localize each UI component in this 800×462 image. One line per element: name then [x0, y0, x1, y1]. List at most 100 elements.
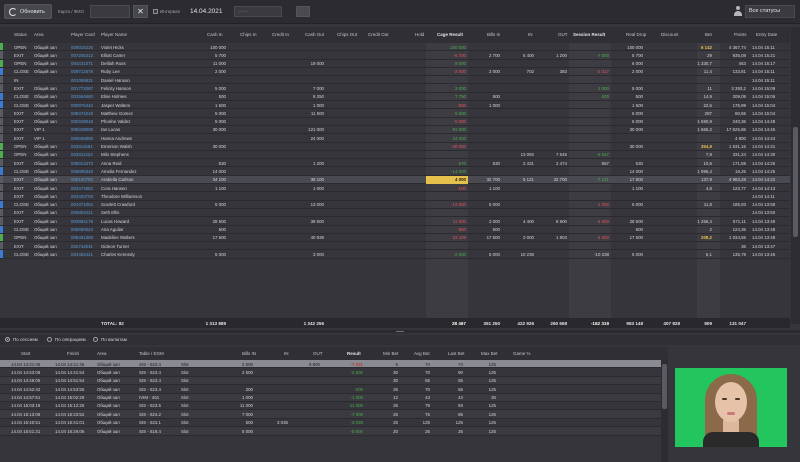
- table-row[interactable]: CLOSE Общий зал 005600524 Aria Aguilar 500 -5…: [0, 225, 790, 234]
- col-chips-out[interactable]: Chips Out: [337, 32, 358, 37]
- session-row[interactable]: 14.04 15:03:19 14.04 15:12:25 Общий зал SIS…: [0, 402, 668, 411]
- scol-min-bet[interactable]: Min Bet: [383, 351, 399, 356]
- scol-avg-bet[interactable]: Avg Bet: [414, 351, 430, 356]
- table-row[interactable]: CLOSE Общий зал 009805348 Amelia Fernandez 1…: [0, 167, 790, 176]
- table-row[interactable]: EXIT Общий зал 003403793 Theodore Williamso…: [0, 192, 790, 201]
- table-row[interactable]: CLOSE Общий зал 001564660 Elise Holmes 500 8 …: [0, 92, 790, 102]
- cell-player-card[interactable]: 009313473: [71, 160, 93, 166]
- cell-player-card[interactable]: 006349008: [71, 127, 93, 133]
- cell-player-card[interactable]: 000016225: [71, 44, 93, 50]
- cell-player-card[interactable]: 001564660: [71, 94, 93, 100]
- table-row[interactable]: OPEN Общий зал 004431071 Delilah Russ 11 000…: [0, 59, 790, 68]
- col-session-result[interactable]: Session Result: [573, 32, 606, 37]
- cell-player-card[interactable]: 001006831: [71, 77, 93, 83]
- table-row[interactable]: EXIT Общий зал 003894179 Lucas Howard 28 500…: [0, 217, 790, 226]
- col-chips-in[interactable]: Chips In: [240, 32, 257, 37]
- session-row[interactable]: 14.04 14:52:42 14.04 14:53:55 Общий зал SIS…: [0, 385, 668, 394]
- card-search-input[interactable]: [90, 5, 130, 18]
- view-mode-sessions[interactable]: По сессиям: [5, 337, 38, 342]
- date-picker-button[interactable]: [296, 6, 310, 17]
- cell-player-card[interactable]: 000348018: [71, 119, 93, 125]
- table-row[interactable]: CLOSE Общий зал 009712678 Ruby Lee 2 000 -2 0…: [0, 67, 790, 77]
- cell-player-card[interactable]: 004371063: [71, 202, 93, 208]
- status-filter-select[interactable]: Все статусы: [745, 5, 795, 18]
- col-cash-in[interactable]: Cash In: [207, 32, 223, 37]
- col-bet[interactable]: Bet: [705, 32, 712, 37]
- scol-game-pct[interactable]: Game %: [513, 351, 531, 356]
- table-row[interactable]: CLOSE Общий зал 000976442 Jasper Walters 1 5…: [0, 101, 790, 110]
- scol-finish[interactable]: Finish: [67, 351, 80, 356]
- table-row[interactable]: EXIT Общий зал 007205312 Elliott Carter 5 70…: [0, 51, 790, 60]
- table-row[interactable]: IN 001006831 Daniel Hanson 14.04 15:11: [0, 76, 790, 85]
- scol-bills-in[interactable]: Bills IN: [242, 351, 257, 356]
- session-row[interactable]: 14.04 14:53:08 14.04 14:41:54 Общий зал SIS…: [0, 368, 668, 377]
- col-in[interactable]: IN: [528, 32, 533, 37]
- cell-player-card[interactable]: 003474882: [71, 185, 93, 191]
- table-row[interactable]: EXIT Общий зал 001772087 Felicity Hanson 5 0…: [0, 84, 790, 93]
- col-discount[interactable]: Discount: [661, 32, 679, 37]
- sessions-scrollbar-thumb[interactable]: [662, 364, 667, 409]
- table-row[interactable]: EXIT VIP 1 006606899 Hanna Andrews 24 000 24 …: [0, 134, 790, 143]
- cell-player-card[interactable]: 006606899: [71, 135, 93, 141]
- session-row[interactable]: 14.04 15:51:31 14.04 16:26:06 Общий зал SIS…: [0, 427, 668, 436]
- cell-player-card[interactable]: 000976442: [71, 102, 93, 108]
- clear-search-button[interactable]: ✕: [133, 5, 148, 18]
- col-player-name[interactable]: Player Name: [101, 32, 128, 37]
- panel-splitter[interactable]: [0, 330, 800, 333]
- session-row[interactable]: 14.04 14:57:51 14.04 15:02:29 Общий зал IVI…: [0, 393, 668, 402]
- col-real-drop[interactable]: Real Drop: [626, 32, 647, 37]
- sessions-scrollbar[interactable]: [661, 360, 668, 462]
- session-row[interactable]: 14.04 14:46:05 14.04 14:51:54 Общий зал SIS…: [0, 376, 668, 386]
- col-credit-out[interactable]: Credit Out: [368, 32, 389, 37]
- col-cash-out[interactable]: Cash Out: [305, 32, 325, 37]
- user-icon[interactable]: [734, 6, 742, 16]
- cell-player-card[interactable]: 004462421: [71, 251, 93, 257]
- scol-out[interactable]: OUT: [313, 351, 323, 356]
- table-row[interactable]: EXIT Общий зал 005100780 Arabella Carlson 34…: [0, 175, 790, 185]
- table-row[interactable]: CLOSE Общий зал 004462421 Charles Kennedy 5 …: [0, 250, 790, 259]
- cell-player-card[interactable]: 005803421: [71, 210, 93, 216]
- table-row[interactable]: OPEN Общий зал 000016225 Violet Hicks 100 00…: [0, 43, 790, 52]
- session-row[interactable]: 14.04 15:13:09 14.04 15:23:52 Общий зал SIS…: [0, 410, 668, 419]
- scol-last-bet[interactable]: Last Bet: [448, 351, 465, 356]
- cell-player-card[interactable]: 005100780: [71, 177, 93, 183]
- col-area[interactable]: Area: [34, 32, 44, 37]
- table-row[interactable]: EXIT Общий зал 003474882 Cora Hansen 1 100 1 …: [0, 184, 790, 193]
- cell-player-card[interactable]: 003403793: [71, 193, 93, 199]
- table-row[interactable]: EXIT VIP 1 006349008 Ian Lucas 30 000 121 000…: [0, 125, 790, 135]
- col-player-card[interactable]: Player Card: [71, 32, 95, 37]
- cell-player-card[interactable]: 002742631: [71, 243, 93, 249]
- scol-area[interactable]: Area: [97, 351, 107, 356]
- cell-player-card[interactable]: 003894179: [71, 218, 93, 224]
- cell-player-card[interactable]: 005461388: [71, 235, 93, 241]
- scol-max-bet[interactable]: Max Bet: [481, 351, 498, 356]
- cell-player-card[interactable]: 003311224: [71, 152, 93, 158]
- scol-start[interactable]: Start: [21, 351, 31, 356]
- cell-player-card[interactable]: 005600524: [71, 227, 93, 233]
- refresh-button[interactable]: Обновить: [4, 4, 52, 19]
- cell-player-card[interactable]: 009474219: [71, 110, 93, 116]
- col-credit-in[interactable]: Credit In: [272, 32, 290, 37]
- main-scrollbar-thumb[interactable]: [793, 127, 798, 237]
- interval-checkbox[interactable]: [153, 9, 158, 14]
- col-hold[interactable]: Hold: [415, 32, 425, 37]
- view-mode-operations[interactable]: По операциям: [47, 337, 86, 342]
- col-status[interactable]: Status: [14, 32, 27, 37]
- table-row[interactable]: EXIT Общий зал 000348018 Phoebe Valdez 5 000…: [0, 117, 790, 126]
- cell-player-card[interactable]: 004431071: [71, 61, 93, 67]
- scol-in[interactable]: IN: [284, 351, 289, 356]
- cell-player-card[interactable]: 009712678: [71, 69, 93, 75]
- main-scrollbar[interactable]: [791, 27, 800, 324]
- date-to-field[interactable]: —:—: [234, 6, 282, 17]
- view-mode-currencies[interactable]: По валютам: [93, 337, 127, 342]
- scol-table[interactable]: Table / EGM: [139, 351, 164, 356]
- col-points[interactable]: Points: [734, 32, 747, 37]
- table-row[interactable]: EXIT Общий зал 009313473 Anna Reid 530 1 200 6…: [0, 159, 790, 168]
- table-row[interactable]: EXIT Общий зал 005803421 Seth Ellis 14.04 13…: [0, 208, 790, 218]
- cell-player-card[interactable]: 001772087: [71, 85, 93, 91]
- col-bills-in[interactable]: Bills In: [487, 32, 501, 37]
- date-from-field[interactable]: 14.04.2021: [190, 8, 223, 15]
- table-row[interactable]: EXIT Общий зал 009474219 Matthew Gomez 5 000…: [0, 109, 790, 118]
- session-row[interactable]: 14.04 15:40:51 14.04 15:41:01 Общий зал SIS…: [0, 419, 668, 428]
- table-row[interactable]: OPEN Общий зал 003311224 Milo Stephens 13 09…: [0, 150, 790, 160]
